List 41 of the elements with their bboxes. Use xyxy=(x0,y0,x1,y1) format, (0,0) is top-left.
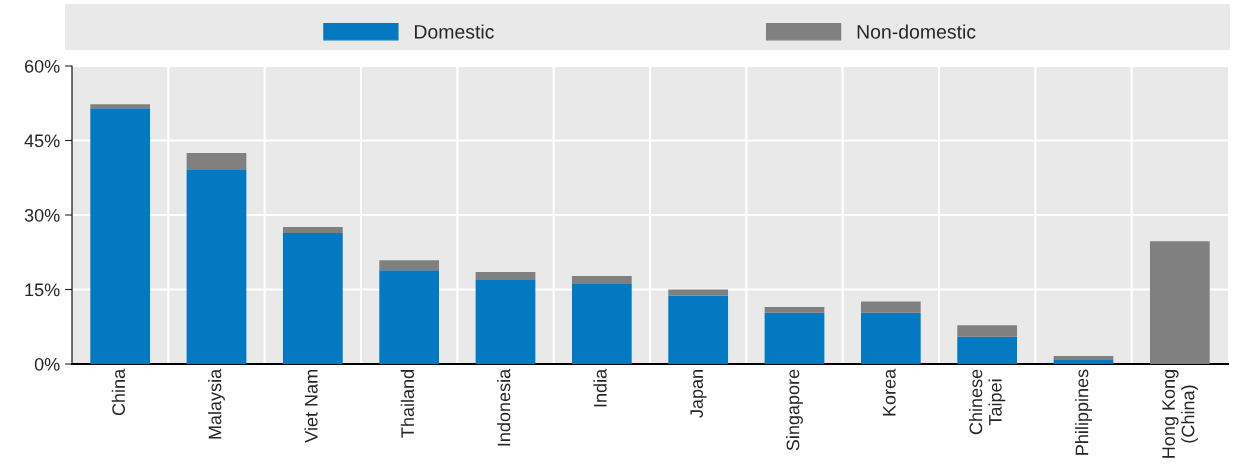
bar xyxy=(571,284,632,364)
bar xyxy=(90,108,151,364)
bar xyxy=(475,280,536,364)
bar xyxy=(764,312,825,364)
bar xyxy=(186,169,247,364)
x-tick-label: Japan xyxy=(690,370,707,418)
bar xyxy=(1053,356,1114,361)
x-tick-label: China xyxy=(111,368,126,416)
bar xyxy=(860,301,921,313)
bar xyxy=(764,306,825,313)
x-tick-label: Singapore xyxy=(786,369,803,451)
x-tick-label: Indonesia xyxy=(497,368,511,446)
legend-label: Domestic xyxy=(415,24,494,39)
y-tick-label: 0% xyxy=(34,357,60,371)
bar xyxy=(1149,241,1210,364)
bar xyxy=(957,336,1018,364)
y-tick-label: 60% xyxy=(24,59,60,73)
bar xyxy=(282,232,343,364)
x-tick-label: Philippines xyxy=(1075,369,1092,455)
bar xyxy=(571,276,632,285)
legend-label: Non-domestic xyxy=(857,24,976,39)
bar xyxy=(668,295,729,364)
bar xyxy=(282,226,343,233)
x-tick-label: Thailand xyxy=(400,370,415,438)
bar xyxy=(379,260,440,271)
y-tick-label: 45% xyxy=(24,134,60,148)
bar xyxy=(186,152,247,170)
bar xyxy=(957,325,1018,337)
y-tick-label: 30% xyxy=(24,208,60,222)
bar xyxy=(860,312,921,364)
x-tick-label: Viet Nam xyxy=(304,370,318,443)
bar xyxy=(475,272,536,281)
bar xyxy=(1053,360,1114,364)
x-tick-label: Hong Kong (China) xyxy=(1162,370,1198,458)
bar xyxy=(90,104,151,109)
x-tick-label: Korea xyxy=(883,368,896,416)
y-tick-label: 15% xyxy=(25,283,60,297)
bar xyxy=(379,270,440,364)
x-tick-label: Malaysia xyxy=(208,368,225,439)
x-tick-label: India xyxy=(593,368,607,407)
x-tick-label: Chinese Taipei xyxy=(969,369,1006,435)
